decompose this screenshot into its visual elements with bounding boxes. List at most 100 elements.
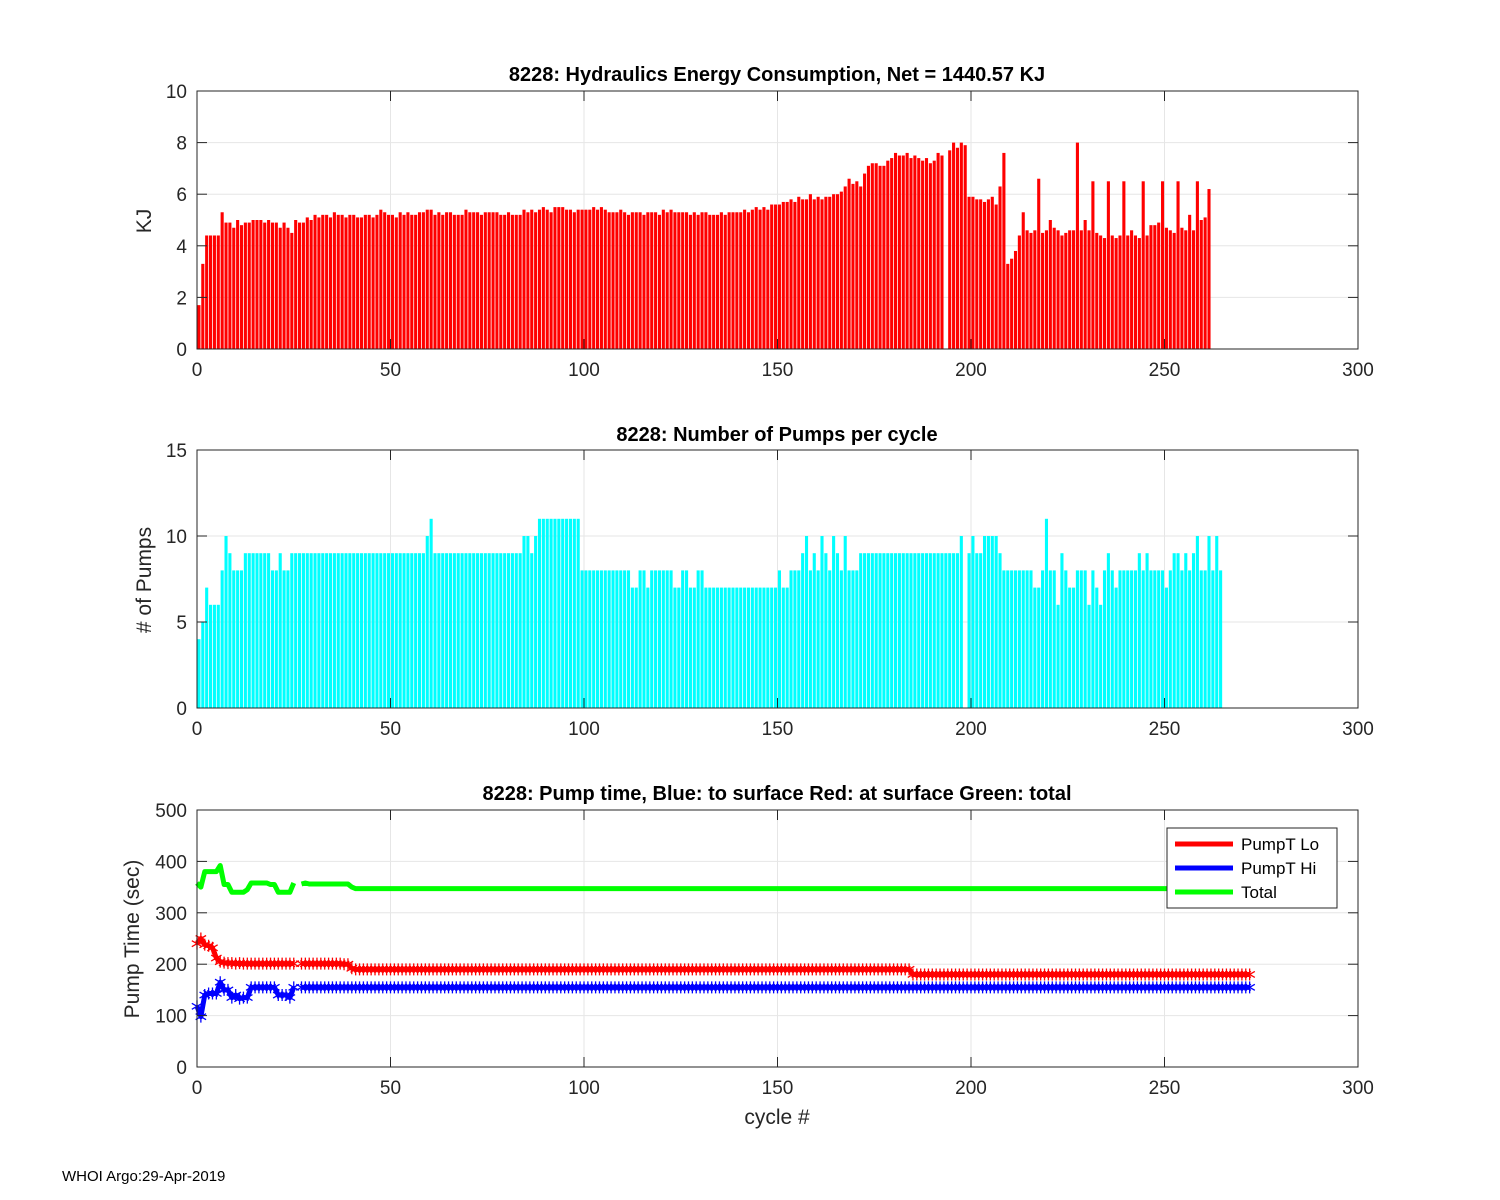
bar [681, 212, 685, 349]
bar [669, 209, 673, 349]
data-point [268, 957, 280, 970]
data-point [791, 981, 803, 994]
bar [878, 165, 882, 349]
data-point [261, 981, 273, 994]
y-tick-label: 15 [166, 441, 187, 462]
data-point [814, 963, 826, 976]
bar [224, 222, 228, 349]
data-point [1066, 981, 1078, 994]
bar [472, 553, 476, 708]
data-point [1108, 968, 1120, 981]
bar [692, 212, 696, 349]
data-point [1077, 981, 1089, 994]
data-point [1131, 968, 1143, 981]
bar [801, 199, 805, 349]
data-point [562, 963, 575, 976]
data-point [295, 957, 308, 970]
data-point [741, 981, 753, 994]
data-point [501, 981, 513, 994]
bar [379, 553, 383, 708]
bar [870, 163, 874, 349]
data-point [1201, 968, 1213, 981]
bar [197, 305, 201, 349]
data-point [512, 981, 524, 994]
bar [1056, 604, 1060, 708]
bar [1064, 232, 1068, 349]
data-point [323, 981, 335, 994]
data-point [1224, 981, 1236, 994]
bar [1168, 230, 1172, 349]
data-point [1158, 981, 1171, 994]
bar [414, 553, 418, 708]
data-point [543, 981, 555, 994]
bar [708, 587, 712, 708]
data-point [1135, 981, 1147, 994]
data-point [841, 963, 853, 976]
data-point [609, 981, 621, 994]
data-point [953, 981, 965, 994]
data-point [241, 991, 253, 1004]
data-point [516, 981, 528, 994]
bar [1133, 235, 1138, 349]
data-point [547, 981, 559, 994]
bar [332, 212, 336, 349]
bar [1010, 258, 1014, 349]
bar [243, 222, 247, 349]
data-point [357, 963, 369, 976]
bar [534, 212, 538, 349]
data-point [454, 963, 466, 976]
bar [1002, 152, 1006, 349]
bar [789, 199, 793, 349]
bar [340, 553, 344, 708]
data-point [1232, 968, 1244, 981]
bar [247, 222, 251, 349]
data-point [1186, 981, 1198, 994]
x-tick-label: 0 [192, 1078, 203, 1099]
bar [565, 518, 569, 708]
bar [1048, 570, 1052, 708]
data-point [532, 963, 544, 976]
bar [685, 212, 689, 349]
data-point [919, 968, 931, 981]
footer-text: WHOI Argo:29-Apr-2019 [62, 1168, 226, 1185]
data-point [1085, 981, 1097, 994]
bar [298, 553, 302, 708]
bar [448, 212, 453, 349]
bar [1199, 220, 1203, 349]
bar [205, 235, 209, 349]
bar [1072, 230, 1076, 349]
data-point [1112, 981, 1124, 994]
data-point [1240, 981, 1252, 994]
bar [1122, 570, 1126, 708]
bar [236, 570, 240, 708]
bar [270, 222, 275, 349]
data-point [427, 963, 439, 976]
data-point [698, 963, 710, 976]
bar [367, 553, 371, 708]
bar [1126, 235, 1130, 349]
bar [270, 570, 275, 708]
bar [754, 207, 758, 349]
bar [1164, 587, 1168, 708]
data-point [1042, 968, 1054, 981]
bar [251, 553, 255, 708]
data-point [586, 963, 598, 976]
bar [673, 587, 677, 708]
bar [267, 220, 271, 349]
data-point [659, 963, 671, 976]
data-point [1120, 968, 1132, 981]
bar [959, 536, 963, 708]
data-point [1220, 981, 1232, 994]
data-point [965, 981, 977, 994]
bar [642, 214, 646, 349]
bar [638, 570, 642, 708]
data-point [1054, 968, 1066, 981]
data-point [679, 963, 691, 976]
data-point [636, 963, 648, 976]
bar [243, 553, 247, 708]
data-point [508, 981, 520, 994]
bar [1013, 570, 1018, 708]
bar [518, 214, 522, 349]
series-line-total [195, 863, 297, 895]
bar [1203, 570, 1207, 708]
